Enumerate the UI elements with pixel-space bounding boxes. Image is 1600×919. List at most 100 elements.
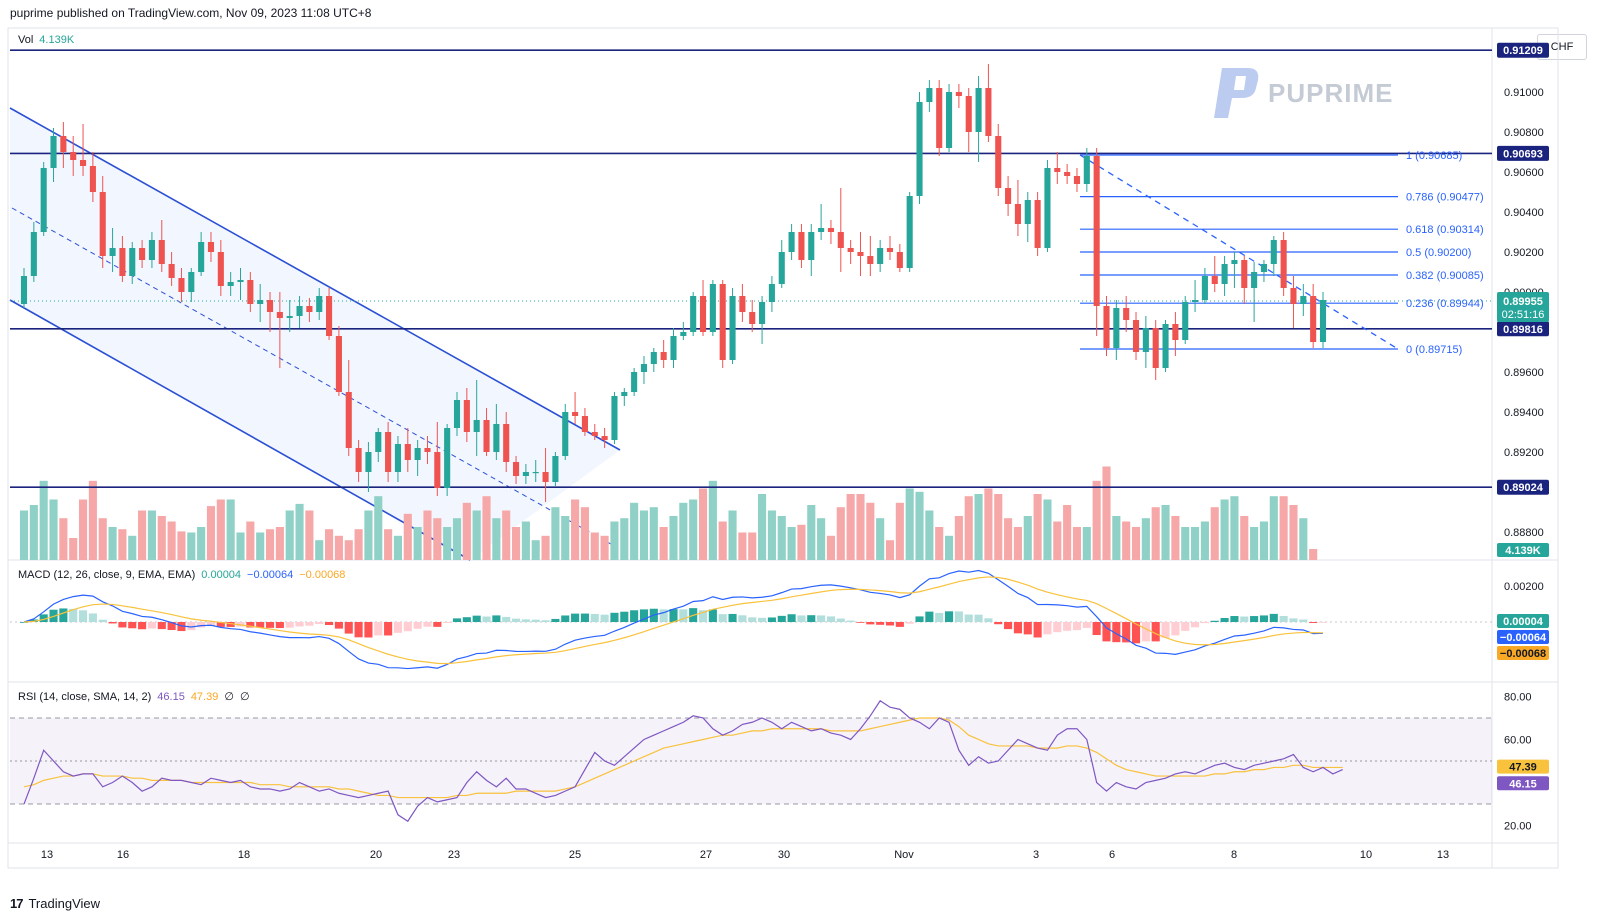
volume-bar <box>246 521 255 560</box>
macd-histogram-bar <box>551 618 560 622</box>
macd-histogram-bar <box>1112 622 1121 643</box>
candle-body <box>1044 168 1051 248</box>
volume-bar <box>384 529 393 560</box>
candle-body <box>1231 260 1238 264</box>
time-axis-label: 20 <box>370 849 382 861</box>
macd-histogram-bar <box>1053 622 1062 633</box>
candle-body <box>955 92 962 96</box>
volume-bar <box>758 494 767 560</box>
macd-legend-hist: 0.00004 <box>201 569 242 581</box>
volume-legend: Vol 4.139K <box>18 34 80 46</box>
volume-bar <box>216 499 225 560</box>
macd-histogram-bar <box>462 617 471 622</box>
macd-histogram-bar <box>98 619 107 622</box>
volume-bar <box>708 480 717 560</box>
candle-body <box>591 432 598 436</box>
candle-body <box>139 248 146 260</box>
volume-bar <box>1151 507 1160 560</box>
candle-body <box>198 242 205 272</box>
macd-histogram-bar <box>403 622 412 632</box>
candle-body <box>936 88 943 148</box>
macd-histogram-bar <box>1131 622 1141 644</box>
volume-bar <box>649 507 658 560</box>
macd-histogram-bar <box>954 611 963 622</box>
macd-histogram-bar <box>1181 622 1190 631</box>
candle-body <box>109 248 116 256</box>
macd-histogram-bar <box>1072 622 1082 631</box>
macd-histogram-bar <box>856 622 865 623</box>
candle-body <box>483 420 490 452</box>
macd-histogram-bar <box>59 608 68 622</box>
macd-histogram-bar <box>807 615 816 622</box>
volume-bar <box>1092 480 1101 560</box>
macd-histogram-bar <box>295 622 304 627</box>
volume-bar <box>551 507 560 560</box>
macd-legend-signal: −0.00068 <box>299 569 346 581</box>
volume-last-badge-bg <box>1497 543 1549 557</box>
candle-body <box>1073 176 1081 184</box>
candle-body <box>355 448 362 472</box>
macd-histogram-bar <box>580 613 589 622</box>
macd-line <box>23 569 1324 670</box>
macd-histogram-bar <box>708 609 717 622</box>
rsi-ma-badge: 47.39 <box>1509 762 1537 774</box>
volume-bar <box>1240 516 1249 560</box>
candle-body <box>1182 302 1189 340</box>
channel-fill <box>10 108 620 560</box>
macd-histogram-bar <box>1210 620 1219 622</box>
volume-bar <box>59 518 68 560</box>
macd-histogram-bar <box>265 622 275 628</box>
candle-body <box>1211 276 1218 284</box>
macd-histogram-bar <box>1004 622 1013 630</box>
volume-bar <box>1112 516 1121 560</box>
volume-bar <box>1102 466 1111 560</box>
volume-bar <box>19 510 29 560</box>
candle-body <box>512 462 520 476</box>
watermark-text: PUPRIME <box>1268 77 1394 108</box>
time-axis-label: 3 <box>1033 849 1039 861</box>
volume-bar <box>718 521 727 560</box>
volume-bar <box>1131 527 1141 560</box>
volume-bar <box>807 505 816 560</box>
tradingview-footer[interactable]: 17 TradingView <box>10 896 100 911</box>
volume-bar <box>1171 516 1180 560</box>
macd-histogram-bar <box>748 617 757 622</box>
volume-bar <box>325 529 334 560</box>
volume-bar <box>777 516 786 560</box>
macd-histogram-bar <box>29 619 38 622</box>
candle-body <box>89 166 96 192</box>
macd-histogram-bar <box>1043 622 1052 635</box>
candle-body <box>1260 264 1268 272</box>
candle-body <box>1142 328 1149 352</box>
macd-histogram-bar <box>1191 622 1200 628</box>
candle-body <box>1034 200 1041 248</box>
macd-histogram-bar <box>1200 622 1209 624</box>
volume-bar <box>895 502 904 560</box>
volume-bar <box>49 499 58 560</box>
rsi-value-badge: 46.15 <box>1509 778 1537 790</box>
hline-price-badge-bg <box>1497 479 1549 495</box>
chart-canvas[interactable]: 1 (0.90685) 0.786 (0.90477) 0.618 (0.90314… <box>0 0 1600 890</box>
macd-histogram-bar <box>354 622 363 638</box>
macd-histogram-bar <box>157 622 166 630</box>
volume-bar <box>138 510 147 560</box>
candle-body <box>158 240 165 264</box>
candle-body <box>20 276 28 304</box>
candle-body <box>1024 200 1031 224</box>
macd-axis-tick: 0.00200 <box>1504 581 1544 593</box>
volume-bar <box>954 516 963 560</box>
macd-histogram-bar <box>984 618 993 622</box>
candle-body <box>444 428 451 488</box>
macd-histogram-bar <box>925 611 934 622</box>
macd-histogram-bar <box>305 622 314 626</box>
candle-body <box>768 284 775 302</box>
macd-histogram-bar <box>1151 622 1160 642</box>
candle-body <box>808 232 815 260</box>
time-axis-label: 6 <box>1109 849 1115 861</box>
hline-price-badge-bg <box>1497 145 1549 161</box>
candle-body <box>1241 260 1248 288</box>
time-axis-label: 18 <box>238 849 250 861</box>
volume-bar <box>295 503 304 560</box>
volume-bar <box>994 494 1003 560</box>
channel-line <box>9 107 621 451</box>
